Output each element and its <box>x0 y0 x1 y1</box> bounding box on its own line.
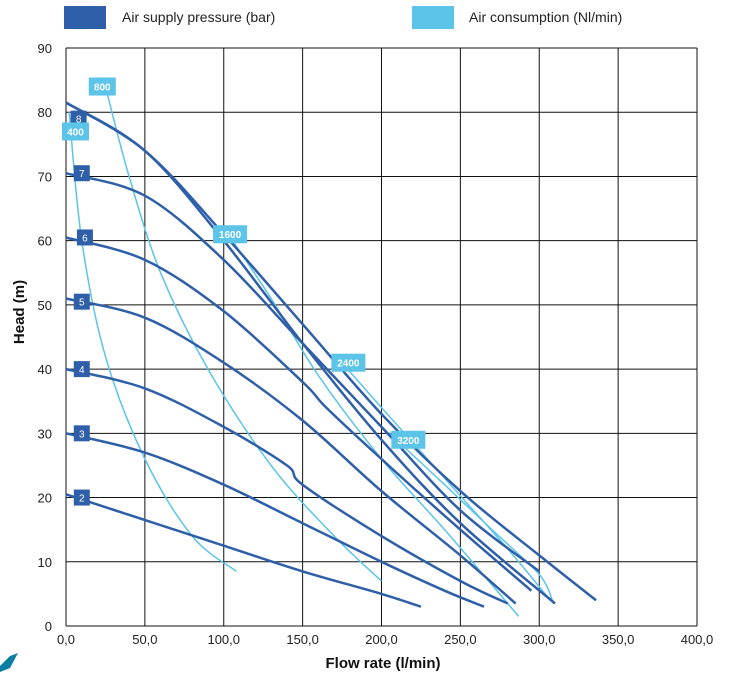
air-badge <box>213 225 248 244</box>
x-tick-label: 50,0 <box>132 632 157 647</box>
legend: Air supply pressure (bar) Air consumptio… <box>64 6 622 29</box>
legend-label-pressure: Air supply pressure (bar) <box>122 9 275 25</box>
pressure-badge <box>73 425 90 442</box>
x-tick-label: 250,0 <box>444 632 477 647</box>
pressure-badge <box>76 229 93 246</box>
air-badge <box>88 77 116 96</box>
y-tick-label: 70 <box>38 169 52 184</box>
pressure-badge-label: 6 <box>82 233 88 244</box>
pressure-badge-label: 2 <box>79 494 85 505</box>
x-tick-label: 200,0 <box>365 632 398 647</box>
air-badge-label: 800 <box>94 83 111 94</box>
x-tick-label: 300,0 <box>523 632 556 647</box>
x-tick-label: 0,0 <box>57 632 75 647</box>
pressure-badge <box>73 361 90 378</box>
air-consumption-line-3200 <box>388 432 555 604</box>
air-pressure-lines <box>65 101 597 608</box>
air-badge <box>331 353 366 372</box>
y-tick-label: 20 <box>38 491 52 506</box>
y-tick-label: 10 <box>38 555 52 570</box>
air-consumption-lines <box>68 86 555 617</box>
air-badge-label: 3200 <box>397 436 420 447</box>
legend-swatch-pressure <box>64 6 106 29</box>
legend-label-air: Air consumption (Nl/min) <box>469 9 622 25</box>
air-badge <box>61 122 89 141</box>
pressure-line-2 <box>65 493 422 608</box>
pressure-badge <box>73 489 90 506</box>
legend-swatch-air <box>412 6 454 29</box>
x-tick-label: 150,0 <box>286 632 319 647</box>
pressure-badge <box>73 165 90 182</box>
air-badge-label: 1600 <box>219 230 242 241</box>
x-tick-label: 400,0 <box>681 632 714 647</box>
air-badge-label: 400 <box>67 127 84 138</box>
y-tick-label: 90 <box>38 41 52 56</box>
y-tick-label: 60 <box>38 234 52 249</box>
pressure-badge <box>73 293 90 310</box>
y-axis-title: Head (m) <box>11 280 28 344</box>
x-axis-title: Flow rate (l/min) <box>325 655 440 672</box>
x-tick-label: 100,0 <box>207 632 240 647</box>
y-tick-label: 50 <box>38 298 52 313</box>
y-axis-ticks: 0 10 20 30 40 50 60 70 80 90 <box>38 41 52 634</box>
pressure-line-3 <box>65 432 485 608</box>
x-tick-label: 350,0 <box>602 632 635 647</box>
pressure-badge-label: 8 <box>76 115 82 126</box>
y-tick-label: 80 <box>38 105 52 120</box>
air-consumption-line-800 <box>104 86 383 582</box>
pressure-badge-label: 5 <box>79 298 85 309</box>
air-consumption-line-1600 <box>223 227 520 617</box>
air-badge <box>391 430 426 449</box>
pressure-line-5 <box>65 297 517 605</box>
pressure-badge-label: 7 <box>79 169 85 180</box>
pressure-line-6 <box>65 236 533 592</box>
pressure-badge-label: 4 <box>79 365 85 376</box>
x-axis-ticks: 0,0 50,0 100,0 150,0 200,0 250,0 300,0 350,0 400… <box>57 632 713 647</box>
pressure-badge-label: 3 <box>79 429 85 440</box>
grid <box>65 47 698 627</box>
pressure-line-upper-7 <box>65 101 597 602</box>
series-badges: 8 7 6 5 4 3 2 800 400 1600 2400 3200 <box>61 77 426 506</box>
air-badge-label: 2400 <box>337 359 360 370</box>
logo-mark-icon <box>0 653 18 672</box>
y-tick-label: 40 <box>38 362 52 377</box>
pressure-line-4 <box>65 367 509 605</box>
y-tick-label: 30 <box>38 426 52 441</box>
y-tick-label: 0 <box>45 619 52 634</box>
air-consumption-line-2400 <box>341 362 551 601</box>
